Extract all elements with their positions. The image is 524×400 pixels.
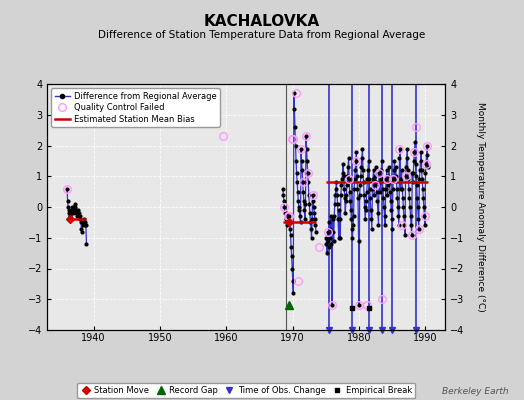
Text: Berkeley Earth: Berkeley Earth [442,387,508,396]
Y-axis label: Monthly Temperature Anomaly Difference (°C): Monthly Temperature Anomaly Difference (… [476,102,485,312]
Text: KACHALOVKA: KACHALOVKA [204,14,320,29]
Text: Difference of Station Temperature Data from Regional Average: Difference of Station Temperature Data f… [99,30,425,40]
Legend: Station Move, Record Gap, Time of Obs. Change, Empirical Break: Station Move, Record Gap, Time of Obs. C… [77,383,416,398]
